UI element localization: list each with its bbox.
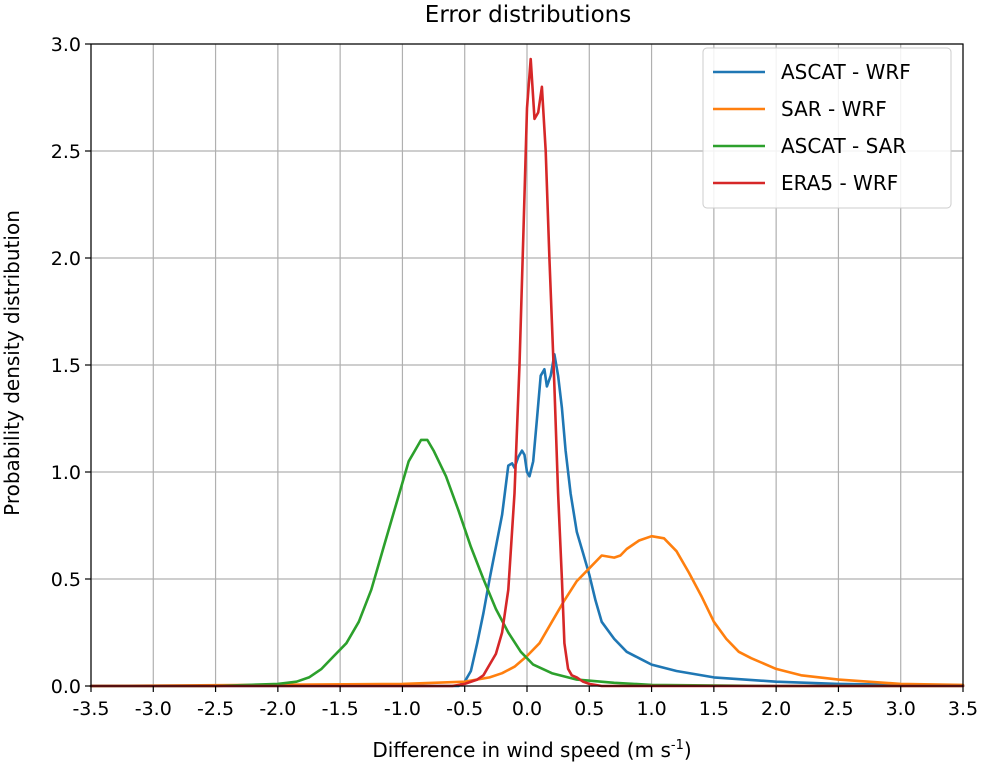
x-tick-label: -3.5 [72, 698, 109, 720]
legend: ASCAT - WRF SAR - WRF ASCAT - SAR ERA5 - WR… [702, 47, 952, 209]
legend-label: ASCAT - WRF [781, 60, 911, 84]
series-line-0 [89, 353, 965, 688]
legend-label: ASCAT - SAR [781, 134, 906, 158]
x-axis-label: Difference in wind speed (m s-1) [372, 738, 691, 762]
x-axis: -3.5 -3.0 -2.5 -2.0 -1.5 -1.0 -0.5 0.0 0.5 1.0 1.5… [72, 686, 978, 720]
x-tick-label: 0.5 [574, 698, 604, 720]
x-tick-label: -1.0 [384, 698, 421, 720]
x-tick-label: 2.5 [823, 698, 853, 720]
x-tick-label: 1.0 [636, 698, 666, 720]
series-layer [89, 57, 965, 688]
series-line-1 [89, 534, 965, 688]
y-tick-label: 2.5 [51, 141, 81, 163]
x-axis-label-close: ) [684, 738, 692, 762]
x-axis-label-superscript: -1 [671, 738, 684, 753]
x-tick-label: -2.0 [259, 698, 296, 720]
y-axis: 0.0 0.5 1.0 1.5 2.0 2.5 3.0 [51, 34, 91, 698]
y-axis-label: Probability density distribution [0, 210, 24, 516]
x-tick-label: 3.0 [886, 698, 916, 720]
x-tick-label: -0.5 [446, 698, 483, 720]
x-axis-label-main: Difference in wind speed (m s [372, 738, 671, 762]
legend-label: ERA5 - WRF [781, 171, 898, 195]
x-tick-label: 1.5 [699, 698, 729, 720]
x-tick-label: -3.0 [135, 698, 172, 720]
x-tick-label: -1.5 [322, 698, 359, 720]
x-tick-label: 0.0 [512, 698, 542, 720]
chart-title: Error distributions [425, 2, 631, 28]
y-tick-label: 0.5 [51, 569, 81, 591]
y-tick-label: 3.0 [51, 34, 81, 56]
x-tick-label: 2.0 [761, 698, 791, 720]
legend-label: SAR - WRF [781, 97, 887, 121]
x-tick-label: 3.5 [948, 698, 978, 720]
legend-box [702, 47, 952, 209]
y-tick-label: 2.0 [51, 248, 81, 270]
x-tick-label: -2.5 [197, 698, 234, 720]
y-tick-label: 1.5 [51, 355, 81, 377]
series-line-3 [89, 57, 965, 688]
y-tick-label: 0.0 [51, 676, 81, 698]
y-tick-label: 1.0 [51, 462, 81, 484]
series-line-2 [89, 438, 965, 688]
